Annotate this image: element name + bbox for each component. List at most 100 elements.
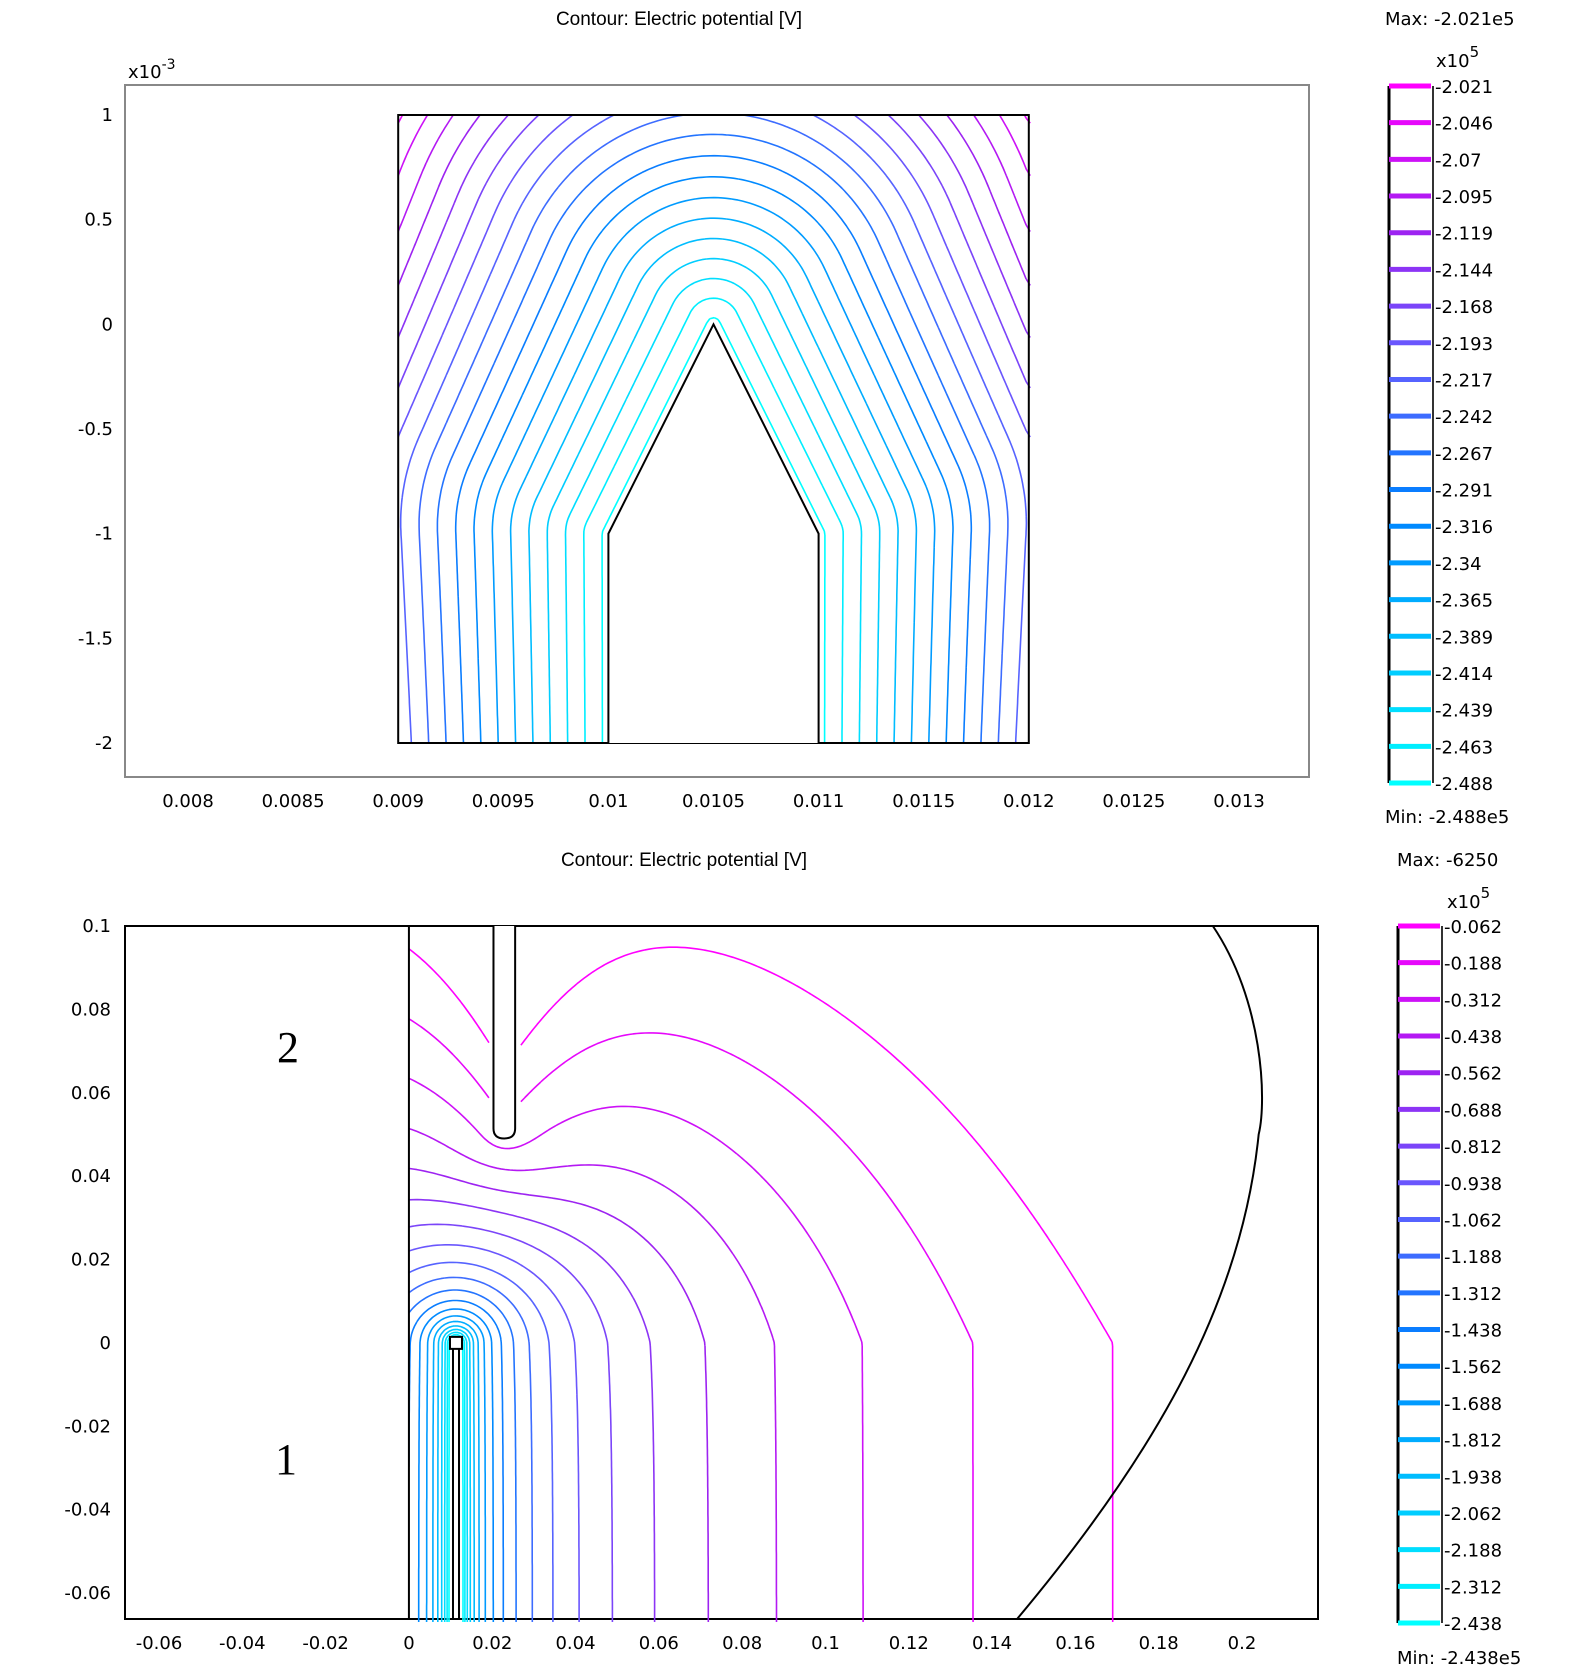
contour-line — [440, 1328, 472, 1622]
contour-line — [583, 297, 844, 743]
y-tick-label: -0.02 — [64, 1416, 111, 1437]
colorbar-level-label: -2.188 — [1444, 1541, 1502, 1562]
colorbar-level-label: -0.062 — [1444, 917, 1502, 938]
x-tick-label: 0.013 — [1213, 791, 1265, 812]
colorbar-level-label: -1.688 — [1444, 1394, 1502, 1415]
contour-line — [408, 1198, 656, 1622]
top-contour-plot: Contour: Electric potential [V] x10-3 0.… — [78, 9, 1515, 828]
y-tick-label: -0.06 — [64, 1583, 111, 1604]
x-tick-label: 0.18 — [1139, 1633, 1179, 1654]
bottom-colorbar: -0.062 -0.188 -0.312 -0.438 -0.562 -0.688 -0.8… — [1396, 917, 1502, 1635]
colorbar-level-label: -0.812 — [1444, 1137, 1502, 1158]
outer-contour-line — [1016, 925, 1264, 1620]
x-tick-label: 0.0105 — [682, 791, 745, 812]
colorbar-level-label: -1.312 — [1444, 1284, 1502, 1305]
contour-line — [397, 114, 1031, 438]
contour-line — [418, 114, 1009, 744]
colorbar-level-label: -2.291 — [1435, 481, 1493, 502]
needle-tip — [448, 1335, 463, 1350]
bottom-colorbar-multiplier: x105 — [1447, 884, 1490, 913]
contour-line — [509, 217, 918, 744]
contour-line — [564, 277, 863, 744]
contour-line — [408, 1167, 710, 1622]
contour-line — [408, 1127, 778, 1622]
x-tick-label: 0.02 — [472, 1633, 512, 1654]
colorbar-level-label: -2.095 — [1435, 187, 1493, 208]
colorbar-level-label: -1.812 — [1444, 1431, 1502, 1452]
x-tick-label: 0 — [403, 1633, 414, 1654]
colorbar-level-label: -2.193 — [1435, 334, 1493, 355]
x-tick-label: 0.0095 — [472, 791, 535, 812]
colorbar-level-label: -2.062 — [1444, 1504, 1502, 1525]
colorbar-level-label: -2.242 — [1435, 407, 1493, 428]
y-tick-label: -0.04 — [64, 1500, 111, 1521]
bottom-y-axis: 0.1 0.08 0.06 0.04 0.02 0 -0.02 -0.04 -0.06 — [64, 916, 111, 1604]
bottom-geometry — [407, 925, 1264, 1620]
bottom-colorbar-min: Min: -2.438e5 — [1397, 1648, 1521, 1669]
colorbar-level-label: -0.188 — [1444, 954, 1502, 975]
contour-line — [408, 1077, 864, 1622]
contour-line — [408, 1244, 580, 1622]
contour-line — [397, 114, 1031, 177]
top-y-axis: 1 0.5 0 -0.5 -1 -1.5 -2 — [78, 105, 113, 754]
y-tick-label: 0 — [102, 314, 113, 335]
x-tick-label: 0.08 — [722, 1633, 762, 1654]
contour-line — [408, 1289, 517, 1622]
needle-electrode — [451, 1341, 460, 1620]
contour-line — [436, 133, 991, 744]
bottom-colorbar-max: Max: -6250 — [1397, 850, 1498, 871]
colorbar-level-label: -2.365 — [1435, 591, 1493, 612]
x-tick-label: -0.06 — [136, 1633, 183, 1654]
y-tick-label: -0.5 — [78, 419, 113, 440]
top-x-axis: 0.008 0.0085 0.009 0.0095 0.01 0.0105 0.011 0.0… — [162, 791, 1265, 812]
contour-line — [408, 1018, 974, 1623]
contour-line — [443, 1331, 469, 1622]
colorbar-level-label: -2.144 — [1435, 260, 1493, 281]
y-tick-label: 1 — [102, 105, 113, 126]
contour-line — [408, 1223, 614, 1622]
contour-line — [397, 114, 1031, 124]
x-tick-label: -0.04 — [219, 1633, 266, 1654]
colorbar-level-label: -1.938 — [1444, 1467, 1502, 1488]
colorbar-level-label: -1.562 — [1444, 1357, 1502, 1378]
contour-line — [473, 176, 954, 744]
colorbar-level-label: -1.438 — [1444, 1321, 1502, 1342]
x-tick-label: 0.0115 — [892, 791, 955, 812]
electrode-outline — [607, 322, 820, 743]
colorbar-level-label: -2.414 — [1435, 664, 1493, 685]
x-tick-label: 0.1 — [811, 1633, 840, 1654]
colorbar-level-label: -2.439 — [1435, 701, 1493, 722]
x-tick-label: 0.009 — [372, 791, 424, 812]
bottom-x-axis: -0.06 -0.04 -0.02 0 0.02 0.04 0.06 0.08 0.1 0.12 0… — [136, 1633, 1257, 1654]
y-tick-label: -1 — [95, 524, 113, 545]
top-plot-title: Contour: Electric potential [V] — [556, 9, 802, 30]
x-tick-label: 0.2 — [1228, 1633, 1257, 1654]
x-tick-label: 0.008 — [162, 791, 214, 812]
y-tick-label: 0.02 — [71, 1250, 111, 1271]
contour-line — [399, 114, 1028, 744]
contour-line — [408, 1261, 554, 1622]
x-tick-label: 0.01 — [588, 791, 628, 812]
top-colorbar-max: Max: -2.021e5 — [1385, 9, 1515, 30]
x-tick-label: 0.04 — [555, 1633, 595, 1654]
x-tick-label: 0.12 — [889, 1633, 929, 1654]
colorbar-level-label: -0.938 — [1444, 1174, 1502, 1195]
bottom-contour-plot: Contour: Electric potential [V] 2 1 -0.0… — [64, 850, 1521, 1669]
colorbar-level-label: -2.217 — [1435, 370, 1493, 391]
contour-line — [408, 1276, 534, 1622]
contour-line — [417, 1308, 495, 1622]
contour-line — [528, 237, 899, 743]
region-label-2: 2 — [277, 1023, 299, 1072]
colorbar-level-label: -2.389 — [1435, 627, 1493, 648]
colorbar-level-label: -2.438 — [1444, 1614, 1502, 1635]
x-tick-label: -0.02 — [302, 1633, 349, 1654]
colorbar-level-label: -2.119 — [1435, 224, 1493, 245]
y-tick-label: 0.08 — [71, 999, 111, 1020]
colorbar-level-label: -2.046 — [1435, 114, 1493, 135]
x-tick-label: 0.14 — [972, 1633, 1012, 1654]
colorbar-level-label: -0.438 — [1444, 1027, 1502, 1048]
colorbar-level-label: -2.488 — [1435, 774, 1493, 795]
contour-line — [425, 1315, 487, 1622]
y-tick-label: -1.5 — [78, 628, 113, 649]
